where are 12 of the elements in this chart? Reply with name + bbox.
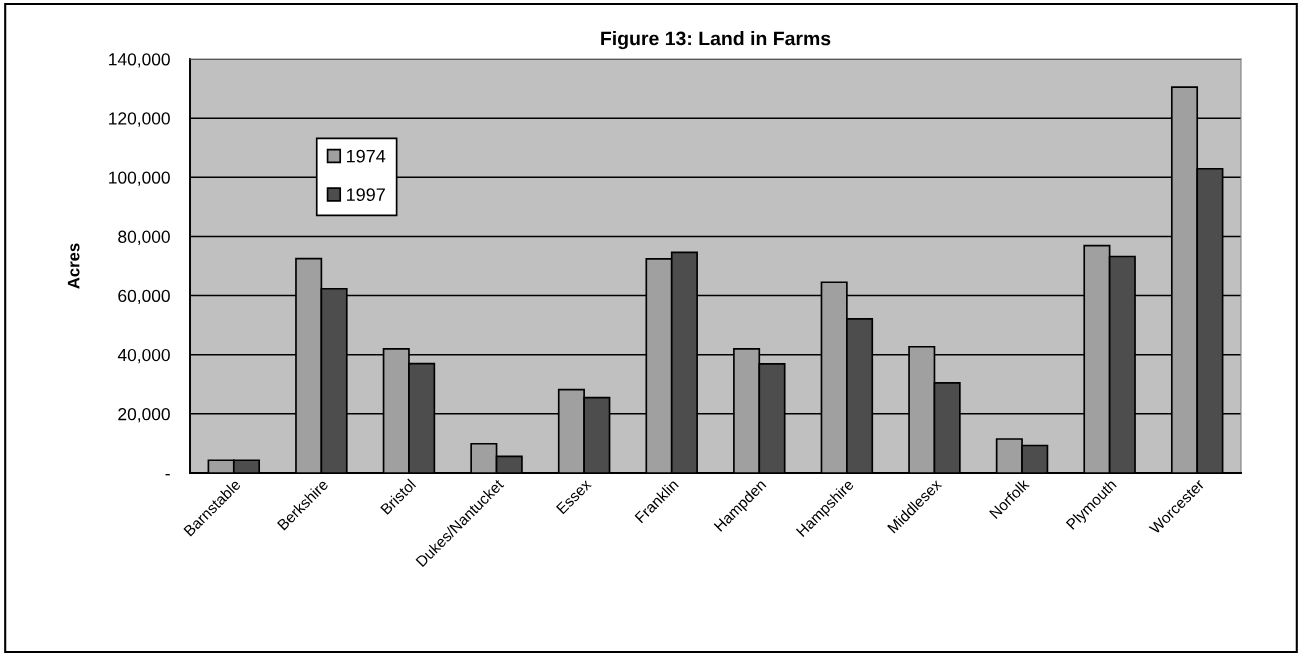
y-tick-label: 140,000 (109, 53, 170, 68)
y-axis-title: Acres (67, 243, 80, 289)
y-tick-label: 40,000 (117, 348, 170, 364)
y-tick-label: 120,000 (109, 112, 170, 127)
y-tick-label: - (165, 474, 170, 476)
y-tick-label: 100,000 (109, 171, 170, 186)
y-tick-label: 80,000 (118, 230, 170, 245)
legend-label: 1997 (347, 188, 385, 201)
legend-label: 1974 (347, 149, 386, 163)
y-tick-label: 20,000 (118, 408, 170, 423)
chart-title: Figure 13: Land in Farms (601, 31, 831, 50)
y-tick-label: 60,000 (118, 289, 170, 305)
